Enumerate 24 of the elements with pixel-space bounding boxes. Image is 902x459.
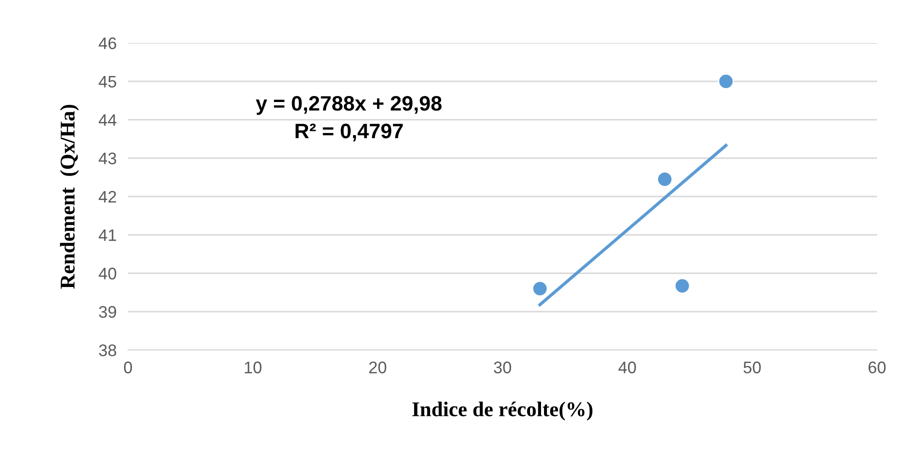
point	[532, 280, 548, 296]
point	[718, 74, 734, 90]
x-tick-label: 40	[618, 362, 636, 374]
annotation: y = 0,2788x + 29,98	[256, 96, 442, 115]
x-axis-title: Indice de récolte(%)	[412, 402, 592, 421]
y-tick-label: 44	[98, 114, 116, 126]
y-tick-label: 40	[98, 268, 116, 280]
x-tick-label: 10	[244, 362, 262, 374]
x-tick-label: 0	[124, 362, 132, 374]
y-tick-label: 42	[98, 190, 116, 203]
y-axis-title: Rendement (Qx/Ha)	[60, 104, 79, 289]
x-tick-label: 50	[744, 362, 761, 374]
y-tick-label: 38	[98, 344, 116, 356]
y-tick-label: 45	[98, 76, 116, 88]
annotation: R² = 0,4797	[296, 124, 403, 142]
x-tick-label: 60	[868, 362, 886, 374]
x-tick-label: 30	[494, 362, 512, 374]
y-tick-label: 43	[98, 152, 116, 164]
y-tick-label: 39	[98, 306, 116, 318]
point	[656, 171, 673, 188]
x-tick-label: 20	[369, 362, 386, 374]
y-tick-label: 41	[98, 229, 116, 241]
point	[674, 278, 690, 294]
y-tick-label: 46	[98, 37, 116, 50]
